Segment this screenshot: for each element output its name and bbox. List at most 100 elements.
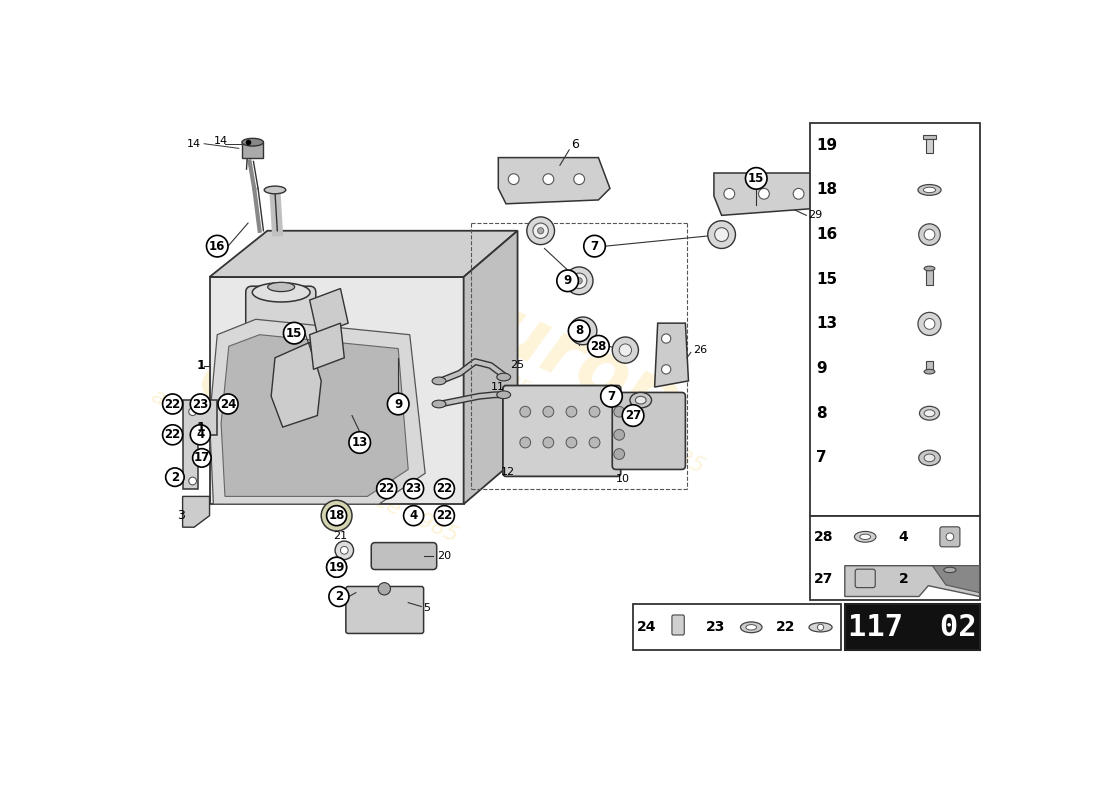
- Bar: [810, 123, 979, 516]
- Circle shape: [543, 437, 553, 448]
- Ellipse shape: [267, 282, 295, 291]
- Circle shape: [566, 437, 576, 448]
- Circle shape: [207, 235, 228, 257]
- Circle shape: [321, 500, 352, 531]
- Circle shape: [924, 230, 935, 240]
- Text: 26: 26: [693, 345, 707, 355]
- Ellipse shape: [924, 266, 935, 270]
- Text: 7: 7: [816, 450, 827, 466]
- Circle shape: [793, 188, 804, 199]
- Bar: [926, 361, 933, 372]
- Polygon shape: [209, 230, 517, 277]
- FancyBboxPatch shape: [345, 586, 424, 634]
- Ellipse shape: [497, 373, 510, 381]
- Circle shape: [576, 324, 590, 338]
- Text: europ: europ: [433, 270, 692, 443]
- FancyBboxPatch shape: [503, 386, 620, 476]
- Text: 4: 4: [409, 509, 418, 522]
- Ellipse shape: [944, 567, 956, 573]
- Ellipse shape: [923, 187, 936, 193]
- Ellipse shape: [252, 282, 310, 302]
- Text: 23: 23: [192, 398, 208, 410]
- Text: 15: 15: [748, 172, 764, 185]
- Circle shape: [614, 449, 625, 459]
- Polygon shape: [923, 134, 936, 139]
- Text: 21: 21: [332, 531, 346, 542]
- Text: 14: 14: [186, 138, 200, 149]
- Bar: [926, 269, 933, 286]
- Text: 16: 16: [816, 227, 837, 242]
- Circle shape: [404, 478, 424, 498]
- Text: 24: 24: [637, 620, 657, 634]
- Bar: [946, 570, 954, 584]
- Circle shape: [190, 394, 210, 414]
- Text: 9: 9: [816, 361, 827, 376]
- Polygon shape: [464, 230, 517, 504]
- Circle shape: [538, 228, 543, 234]
- Text: 25: 25: [510, 361, 524, 370]
- Polygon shape: [933, 566, 980, 593]
- Text: 6: 6: [572, 138, 580, 151]
- Circle shape: [341, 546, 349, 554]
- Circle shape: [566, 406, 576, 417]
- Text: 1: 1: [197, 421, 206, 434]
- Circle shape: [590, 406, 600, 417]
- Text: 9: 9: [394, 398, 403, 410]
- Polygon shape: [209, 319, 425, 504]
- FancyBboxPatch shape: [939, 527, 960, 547]
- Text: 3: 3: [177, 509, 185, 522]
- Circle shape: [327, 558, 346, 578]
- Circle shape: [166, 468, 184, 486]
- Circle shape: [574, 174, 584, 185]
- FancyBboxPatch shape: [672, 615, 684, 635]
- Circle shape: [623, 405, 643, 426]
- Circle shape: [534, 223, 549, 238]
- Polygon shape: [714, 173, 825, 215]
- Text: 11: 11: [491, 382, 505, 392]
- Text: a passion for parts since 1985: a passion for parts since 1985: [395, 317, 707, 478]
- Circle shape: [707, 221, 736, 249]
- Text: 2: 2: [899, 572, 909, 586]
- Circle shape: [378, 582, 390, 595]
- Text: 12: 12: [500, 466, 515, 477]
- Circle shape: [329, 586, 349, 606]
- Text: 1: 1: [197, 359, 206, 372]
- Text: 29: 29: [808, 210, 823, 220]
- Circle shape: [284, 322, 305, 344]
- Text: 13: 13: [816, 317, 837, 331]
- Circle shape: [817, 624, 824, 630]
- Text: 22: 22: [437, 482, 452, 495]
- FancyBboxPatch shape: [372, 542, 437, 570]
- Circle shape: [190, 425, 210, 445]
- Circle shape: [163, 394, 183, 414]
- Text: 8: 8: [816, 406, 827, 421]
- Text: 18: 18: [329, 509, 344, 522]
- Ellipse shape: [497, 391, 510, 398]
- Circle shape: [336, 541, 353, 559]
- Circle shape: [163, 425, 183, 445]
- Ellipse shape: [808, 622, 832, 632]
- Text: 9: 9: [563, 274, 572, 287]
- Circle shape: [434, 478, 454, 498]
- Text: 19: 19: [816, 138, 837, 153]
- Circle shape: [917, 312, 942, 335]
- Text: 22: 22: [437, 509, 452, 522]
- Text: 24: 24: [220, 398, 236, 410]
- Circle shape: [601, 386, 623, 407]
- Circle shape: [192, 449, 211, 467]
- Circle shape: [619, 344, 631, 356]
- Polygon shape: [183, 400, 218, 489]
- Text: 20: 20: [437, 550, 451, 561]
- Circle shape: [434, 506, 454, 526]
- Ellipse shape: [924, 410, 935, 417]
- Circle shape: [349, 432, 371, 454]
- Circle shape: [584, 235, 605, 257]
- Polygon shape: [654, 323, 689, 387]
- Bar: [926, 139, 933, 153]
- Text: 15: 15: [816, 272, 837, 286]
- Text: 28: 28: [591, 340, 606, 353]
- Circle shape: [387, 394, 409, 414]
- Ellipse shape: [855, 531, 876, 542]
- Circle shape: [189, 477, 197, 485]
- Text: europ: europ: [186, 339, 446, 513]
